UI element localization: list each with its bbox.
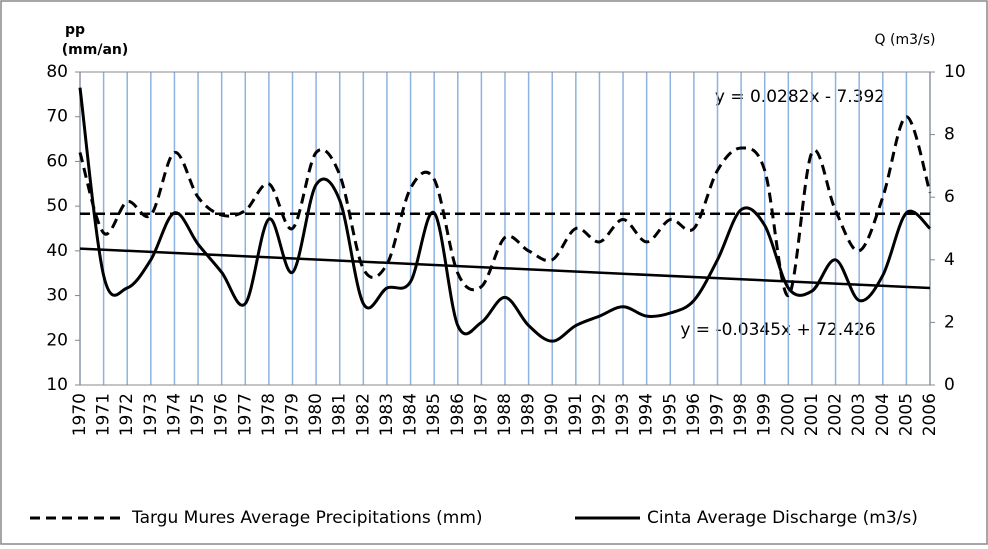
y2-tick-label: 6 — [944, 187, 955, 207]
x-tick-label: 1979 — [283, 393, 303, 436]
x-tick-label: 1974 — [164, 393, 184, 436]
x-tick-label: 1993 — [613, 393, 633, 436]
x-tick-label: 1981 — [330, 393, 350, 436]
x-tick-label: 1984 — [401, 393, 421, 436]
x-tick-label: 1985 — [424, 393, 444, 436]
x-tick-label: 1999 — [755, 393, 775, 436]
x-tick-label: 1977 — [235, 393, 255, 436]
x-tick-label: 1975 — [188, 393, 208, 436]
y2-tick-label: 8 — [944, 125, 955, 145]
x-tick-label: 1980 — [306, 393, 326, 436]
y-tick-label: 80 — [46, 62, 68, 82]
data-line — [78, 87, 932, 343]
x-tick-label: 1973 — [141, 393, 161, 436]
y-tick-label: 70 — [46, 107, 68, 127]
legend-label: Targu Mures Average Precipitations (mm) — [131, 508, 483, 528]
x-tick-label: 1990 — [542, 393, 562, 436]
y2-tick-label: 10 — [944, 62, 966, 82]
y2-tick-label: 2 — [944, 312, 955, 332]
x-tick-label: 1978 — [259, 393, 279, 436]
y-tick-label: 10 — [46, 375, 68, 395]
x-tick-label: 1997 — [708, 393, 728, 436]
x-tick-label: 2006 — [920, 393, 940, 436]
trend-line — [79, 247, 931, 290]
y-axis-label: (mm/an) — [62, 42, 129, 58]
x-tick-label: 1982 — [353, 393, 373, 436]
x-tick-label: 1992 — [589, 393, 609, 436]
x-tick-label: 1976 — [212, 393, 232, 436]
data-line — [78, 115, 932, 298]
x-tick-label: 1995 — [660, 393, 680, 436]
y-tick-label: 30 — [46, 286, 68, 306]
x-tick-label: 1996 — [684, 393, 704, 436]
x-tick-label: 1991 — [566, 393, 586, 436]
y-tick-label: 40 — [46, 241, 68, 261]
y-tick-label: 50 — [46, 196, 68, 216]
y2-tick-label: 4 — [944, 250, 955, 270]
x-tick-label: 1972 — [117, 393, 137, 436]
y-tick-label: 20 — [46, 330, 68, 350]
y2-tick-label: 0 — [944, 375, 955, 395]
x-tick-label: 2004 — [873, 393, 893, 436]
x-tick-label: 1970 — [70, 393, 90, 436]
x-tick-label: 1983 — [377, 393, 397, 436]
x-tick-label: 2002 — [826, 393, 846, 436]
x-tick-label: 2000 — [778, 393, 798, 436]
x-tick-label: 1987 — [471, 393, 491, 436]
x-tick-label: 1971 — [94, 393, 114, 436]
x-tick-label: 1988 — [495, 393, 515, 436]
y-tick-label: 60 — [46, 151, 68, 171]
x-tick-label: 1998 — [731, 393, 751, 436]
x-tick-label: 2003 — [849, 393, 869, 436]
x-tick-label: 1986 — [448, 393, 468, 436]
x-tick-label: 1994 — [637, 393, 657, 436]
annotation: y = 0.0282x - 7.392 — [715, 87, 885, 107]
x-tick-label: 2005 — [896, 393, 916, 436]
annotation: y = -0.0345x + 72.426 — [680, 320, 875, 340]
legend-label: Cinta Average Discharge (m3/s) — [647, 508, 918, 528]
x-tick-label: 1989 — [519, 393, 539, 436]
x-tick-label: 2001 — [802, 393, 822, 436]
y-axis-label: pp — [65, 22, 85, 38]
y2-axis-label: Q (m3/s) — [875, 32, 936, 48]
